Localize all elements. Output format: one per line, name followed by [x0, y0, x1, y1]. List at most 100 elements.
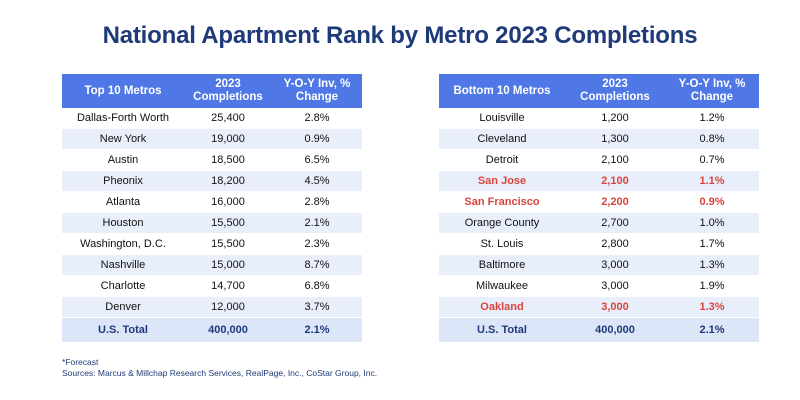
table-row: Dallas-Forth Worth 25,400 2.8%: [62, 108, 362, 129]
completions-cell: 3,000: [565, 275, 665, 297]
table-row: Denver 12,000 3.7%: [62, 296, 362, 318]
change-cell: 1.0%: [665, 212, 759, 234]
completions-cell: 14,700: [184, 275, 272, 297]
total-change: 2.1%: [665, 317, 759, 343]
change-cell: 0.8%: [665, 128, 759, 150]
table-row: Nashville 15,000 8.7%: [62, 254, 362, 276]
change-cell: 1.2%: [665, 108, 759, 129]
table-row: Houston 15,500 2.1%: [62, 212, 362, 234]
total-change: 2.1%: [272, 317, 362, 343]
completions-cell: 2,100: [565, 149, 665, 171]
completions-cell: 15,000: [184, 254, 272, 276]
footnote: *Forecast Sources: Marcus & Millchap Res…: [62, 357, 377, 379]
table-row: Milwaukee 3,000 1.9%: [439, 275, 759, 297]
table-row: Atlanta 16,000 2.8%: [62, 191, 362, 213]
completions-cell: 15,500: [184, 233, 272, 255]
column-header-completions: 2023 Completions: [184, 74, 272, 108]
metro-cell: St. Louis: [439, 233, 565, 255]
completions-cell: 2,100: [565, 170, 665, 192]
table-header-row: Bottom 10 Metros 2023 Completions Y-O-Y …: [439, 74, 759, 108]
change-cell: 3.7%: [272, 296, 362, 318]
metro-cell: Charlotte: [62, 275, 184, 297]
top-10-metros-table: Top 10 Metros 2023 Completions Y-O-Y Inv…: [62, 74, 362, 343]
total-label: U.S. Total: [62, 317, 184, 343]
table-header-row: Top 10 Metros 2023 Completions Y-O-Y Inv…: [62, 74, 362, 108]
column-header-change: Y-O-Y Inv, % Change: [665, 74, 759, 108]
total-completions: 400,000: [565, 317, 665, 343]
completions-cell: 18,500: [184, 149, 272, 171]
table-row: Louisville 1,200 1.2%: [439, 108, 759, 129]
metro-cell: Pheonix: [62, 170, 184, 192]
metro-cell: Detroit: [439, 149, 565, 171]
change-cell: 0.7%: [665, 149, 759, 171]
column-header-change: Y-O-Y Inv, % Change: [272, 74, 362, 108]
top-table-body: Dallas-Forth Worth 25,400 2.8% New York 19,0…: [62, 108, 362, 343]
table-row: Cleveland 1,300 0.8%: [439, 128, 759, 150]
metro-cell: Nashville: [62, 254, 184, 276]
bottom-table-body: Louisville 1,200 1.2% Cleveland 1,300 0.8% Det…: [439, 108, 759, 343]
table-row: Orange County 2,700 1.0%: [439, 212, 759, 234]
change-cell: 0.9%: [272, 128, 362, 150]
completions-cell: 1,200: [565, 108, 665, 129]
table-row: Pheonix 18,200 4.5%: [62, 170, 362, 192]
column-header-metro: Top 10 Metros: [62, 74, 184, 108]
change-cell: 1.9%: [665, 275, 759, 297]
completions-cell: 2,200: [565, 191, 665, 213]
completions-cell: 15,500: [184, 212, 272, 234]
metro-cell: Washington, D.C.: [62, 233, 184, 255]
footnote-sources: Sources: Marcus & Millchap Research Serv…: [62, 368, 378, 378]
metro-cell: Dallas-Forth Worth: [62, 108, 184, 129]
change-cell: 0.9%: [665, 191, 759, 213]
completions-cell: 25,400: [184, 108, 272, 129]
column-header-completions: 2023 Completions: [565, 74, 665, 108]
table-row: Austin 18,500 6.5%: [62, 149, 362, 171]
metro-cell: Orange County: [439, 212, 565, 234]
completions-cell: 18,200: [184, 170, 272, 192]
table-row: Detroit 2,100 0.7%: [439, 149, 759, 171]
total-row: U.S. Total 400,000 2.1%: [439, 317, 759, 343]
table-row: New York 19,000 0.9%: [62, 128, 362, 150]
metro-cell: Cleveland: [439, 128, 565, 150]
total-completions: 400,000: [184, 317, 272, 343]
change-cell: 8.7%: [272, 254, 362, 276]
table-row: San Jose 2,100 1.1%: [439, 170, 759, 192]
table-row: St. Louis 2,800 1.7%: [439, 233, 759, 255]
metro-cell: Baltimore: [439, 254, 565, 276]
metro-cell: Milwaukee: [439, 275, 565, 297]
metro-cell: San Jose: [439, 170, 565, 192]
completions-cell: 12,000: [184, 296, 272, 318]
footnote-forecast: *Forecast: [62, 357, 99, 367]
total-row: U.S. Total 400,000 2.1%: [62, 317, 362, 343]
change-cell: 2.3%: [272, 233, 362, 255]
metro-cell: Louisville: [439, 108, 565, 129]
metro-cell: Atlanta: [62, 191, 184, 213]
page-title: National Apartment Rank by Metro 2023 Co…: [102, 22, 698, 49]
change-cell: 4.5%: [272, 170, 362, 192]
total-label: U.S. Total: [439, 317, 565, 343]
metro-cell: Austin: [62, 149, 184, 171]
change-cell: 1.7%: [665, 233, 759, 255]
completions-cell: 1,300: [565, 128, 665, 150]
change-cell: 1.3%: [665, 296, 759, 318]
completions-cell: 3,000: [565, 296, 665, 318]
metro-cell: Denver: [62, 296, 184, 318]
metro-cell: Oakland: [439, 296, 565, 318]
completions-cell: 2,800: [565, 233, 665, 255]
change-cell: 1.3%: [665, 254, 759, 276]
table-row: San Francisco 2,200 0.9%: [439, 191, 759, 213]
change-cell: 6.8%: [272, 275, 362, 297]
change-cell: 2.8%: [272, 108, 362, 129]
change-cell: 2.8%: [272, 191, 362, 213]
bottom-10-metros-table: Bottom 10 Metros 2023 Completions Y-O-Y …: [439, 74, 759, 343]
table-row: Charlotte 14,700 6.8%: [62, 275, 362, 297]
metro-cell: San Francisco: [439, 191, 565, 213]
completions-cell: 19,000: [184, 128, 272, 150]
change-cell: 6.5%: [272, 149, 362, 171]
completions-cell: 2,700: [565, 212, 665, 234]
change-cell: 2.1%: [272, 212, 362, 234]
completions-cell: 3,000: [565, 254, 665, 276]
table-row: Washington, D.C. 15,500 2.3%: [62, 233, 362, 255]
column-header-metro: Bottom 10 Metros: [439, 74, 565, 108]
metro-cell: Houston: [62, 212, 184, 234]
metro-cell: New York: [62, 128, 184, 150]
